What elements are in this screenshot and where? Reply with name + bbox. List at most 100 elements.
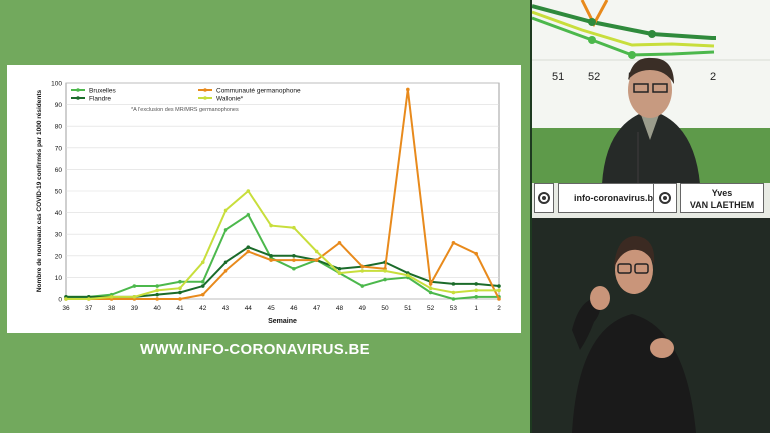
y-tick-label: 10 bbox=[55, 275, 63, 282]
data-point bbox=[64, 297, 68, 301]
data-point bbox=[474, 251, 479, 256]
legend-label: Communauté germanophone bbox=[216, 88, 301, 95]
data-point bbox=[337, 271, 342, 275]
speaker-video: 51 52 5 2 info-coronavirus.be bbox=[532, 0, 770, 218]
data-point bbox=[292, 266, 296, 271]
data-point bbox=[406, 87, 410, 92]
x-tick-label: 51 bbox=[404, 305, 412, 312]
x-tick-label: 37 bbox=[85, 305, 93, 312]
data-point bbox=[292, 225, 296, 230]
data-point bbox=[109, 295, 114, 299]
x-tick-label: 44 bbox=[245, 305, 253, 312]
series-line bbox=[66, 89, 500, 300]
logo-plate-right bbox=[653, 183, 677, 213]
data-point bbox=[246, 245, 251, 249]
covid-cases-chart: 0 10 20 30 40 50 60 70 80 90 100 36 37 38 39 40 41 42 43 44… bbox=[36, 81, 501, 326]
data-point bbox=[406, 273, 410, 278]
data-point bbox=[178, 297, 182, 301]
interpreter-glasses bbox=[634, 263, 649, 274]
interpreter-hand bbox=[590, 286, 610, 310]
data-point bbox=[383, 277, 387, 282]
data-point bbox=[200, 284, 205, 288]
data-point bbox=[360, 269, 365, 273]
nameplate-site-label: info-coronavirus.be bbox=[573, 193, 658, 203]
speaker-jacket bbox=[602, 110, 700, 184]
virus-logo-icon bbox=[659, 192, 671, 204]
data-point bbox=[132, 295, 137, 299]
data-point bbox=[246, 212, 251, 217]
mini-series-line bbox=[532, 10, 715, 48]
interpreter-hand bbox=[650, 338, 674, 358]
y-tick-label: 100 bbox=[51, 81, 62, 88]
video-panel: 51 52 5 2 info-coronavirus.be bbox=[532, 0, 770, 433]
data-point bbox=[292, 258, 296, 262]
data-point bbox=[200, 260, 205, 265]
data-point bbox=[337, 266, 342, 271]
interpreter-head bbox=[615, 246, 653, 294]
x-tick-label: 43 bbox=[222, 305, 230, 312]
mini-tick: 2 bbox=[710, 71, 716, 83]
data-point bbox=[246, 249, 251, 254]
data-point bbox=[200, 292, 205, 297]
data-point bbox=[178, 286, 182, 290]
y-tick-label: 0 bbox=[58, 297, 62, 304]
legend-label: Wallonie* bbox=[216, 96, 244, 103]
data-point bbox=[292, 254, 296, 258]
mini-point bbox=[588, 18, 596, 26]
legend-label: Flandre bbox=[89, 96, 111, 103]
y-tick-label: 50 bbox=[55, 189, 63, 196]
interpreter-figure bbox=[532, 218, 770, 433]
data-point bbox=[223, 208, 228, 213]
mini-point bbox=[628, 51, 636, 59]
background-screen-chart-svg: 51 52 5 2 bbox=[532, 0, 770, 83]
data-point bbox=[451, 297, 456, 301]
y-tick-label: 40 bbox=[55, 210, 63, 217]
interpreter-glasses bbox=[617, 263, 632, 274]
nameplate-first-name: Yves bbox=[711, 188, 733, 198]
x-axis-label: Semaine bbox=[268, 318, 297, 325]
data-point bbox=[223, 260, 228, 265]
data-point bbox=[178, 279, 182, 284]
data-point bbox=[497, 288, 501, 293]
x-tick-label: 36 bbox=[62, 305, 70, 312]
data-point bbox=[474, 282, 479, 286]
x-tick-label: 53 bbox=[450, 305, 458, 312]
sign-language-interpreter-video bbox=[532, 218, 770, 433]
data-point bbox=[269, 223, 273, 228]
data-point bbox=[314, 249, 319, 254]
y-tick-label: 20 bbox=[55, 253, 63, 260]
data-point bbox=[451, 241, 456, 245]
x-tick-label: 39 bbox=[131, 305, 139, 312]
series-line bbox=[66, 189, 499, 300]
x-tick-label: 1 bbox=[474, 305, 478, 312]
data-point bbox=[269, 254, 273, 258]
data-point bbox=[451, 290, 456, 295]
mini-tick: 51 bbox=[552, 71, 564, 83]
data-point bbox=[155, 297, 159, 301]
data-point bbox=[269, 258, 273, 262]
interpreter-hair bbox=[614, 236, 655, 268]
speaker-glasses bbox=[652, 83, 668, 93]
data-point bbox=[155, 292, 159, 297]
x-tick-label: 41 bbox=[176, 305, 184, 312]
x-tick-label: 46 bbox=[290, 305, 298, 312]
virus-logo-icon bbox=[538, 192, 550, 204]
data-point bbox=[86, 297, 91, 301]
legend-marker bbox=[76, 88, 80, 92]
data-point bbox=[497, 284, 501, 288]
y-tick-label: 70 bbox=[55, 145, 63, 152]
y-tick-label: 90 bbox=[55, 102, 63, 109]
x-tick-label: 42 bbox=[199, 305, 207, 312]
speaker-hair bbox=[628, 57, 674, 84]
nameplate-person: Yves VAN LAETHEM bbox=[680, 183, 764, 213]
x-tick-label: 49 bbox=[359, 305, 367, 312]
speaker-glasses bbox=[633, 83, 649, 93]
data-point bbox=[314, 258, 319, 262]
x-tick-label: 50 bbox=[381, 305, 389, 312]
logo-plate-left bbox=[534, 183, 554, 213]
chart-footnote: *A l'exclusion des MR/MRS germanophones bbox=[131, 107, 239, 113]
legend-marker bbox=[203, 88, 207, 92]
interpreter-arm bbox=[572, 298, 601, 350]
mini-tick: 52 bbox=[588, 71, 600, 83]
x-tick-label: 52 bbox=[427, 305, 435, 312]
